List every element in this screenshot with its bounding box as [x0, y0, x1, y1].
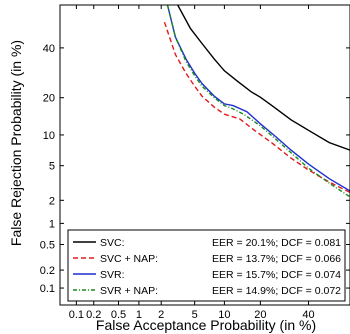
legend-series-stats: EER = 14.9%; DCF = 0.072	[212, 285, 341, 297]
legend-series-name: SVR:	[100, 269, 125, 281]
x-tick-label: 1	[136, 309, 142, 321]
x-tick-label: 0.1	[69, 309, 84, 321]
x-tick-label: 5	[192, 309, 198, 321]
x-tick-label: 2	[158, 309, 164, 321]
plot-area	[59, 4, 350, 306]
y-tick-label: 40	[43, 43, 55, 55]
series-line-1	[177, 5, 350, 151]
legend-series-name: SVR + NAP:	[100, 285, 158, 297]
y-tick-label: 5	[49, 161, 55, 173]
legend-box	[67, 229, 346, 302]
series-line-3	[166, 5, 350, 192]
legend: SVC: EER = 20.1%; DCF = 0.081 SVC + NAP: EE…	[67, 229, 346, 302]
y-tick-label: 10	[43, 130, 55, 142]
x-tick-label: 0.5	[111, 309, 126, 321]
x-tick-label: 40	[302, 309, 314, 321]
y-tick-label: 2	[49, 195, 55, 207]
series-line-4	[166, 5, 350, 198]
series-line-2	[163, 21, 350, 194]
y-tick-label: 0.2	[40, 265, 55, 277]
x-axis-label: False Acceptance Probability (in %)	[96, 317, 316, 333]
plot-frame	[59, 4, 350, 306]
legend-series-stats: EER = 20.1%; DCF = 0.081	[212, 237, 341, 249]
x-tick-label: 0.2	[86, 309, 101, 321]
legend-series-stats: EER = 13.7%; DCF = 0.066	[212, 253, 341, 265]
series-lines	[163, 5, 350, 198]
y-tick-label: 20	[43, 93, 55, 105]
legend-series-name: SVC:	[100, 237, 125, 249]
legend-series-stats: EER = 15.7%; DCF = 0.074	[212, 269, 341, 281]
y-tick-label: 1	[49, 218, 55, 230]
x-tick-label: 10	[218, 309, 230, 321]
y-tick-label: 0.1	[40, 283, 55, 295]
legend-series-name: SVC + NAP:	[100, 253, 158, 265]
y-axis-label: False Rejection Probability (in %)	[8, 40, 24, 246]
y-tick-label: 0.5	[40, 239, 55, 251]
x-tick-label: 20	[254, 309, 266, 321]
